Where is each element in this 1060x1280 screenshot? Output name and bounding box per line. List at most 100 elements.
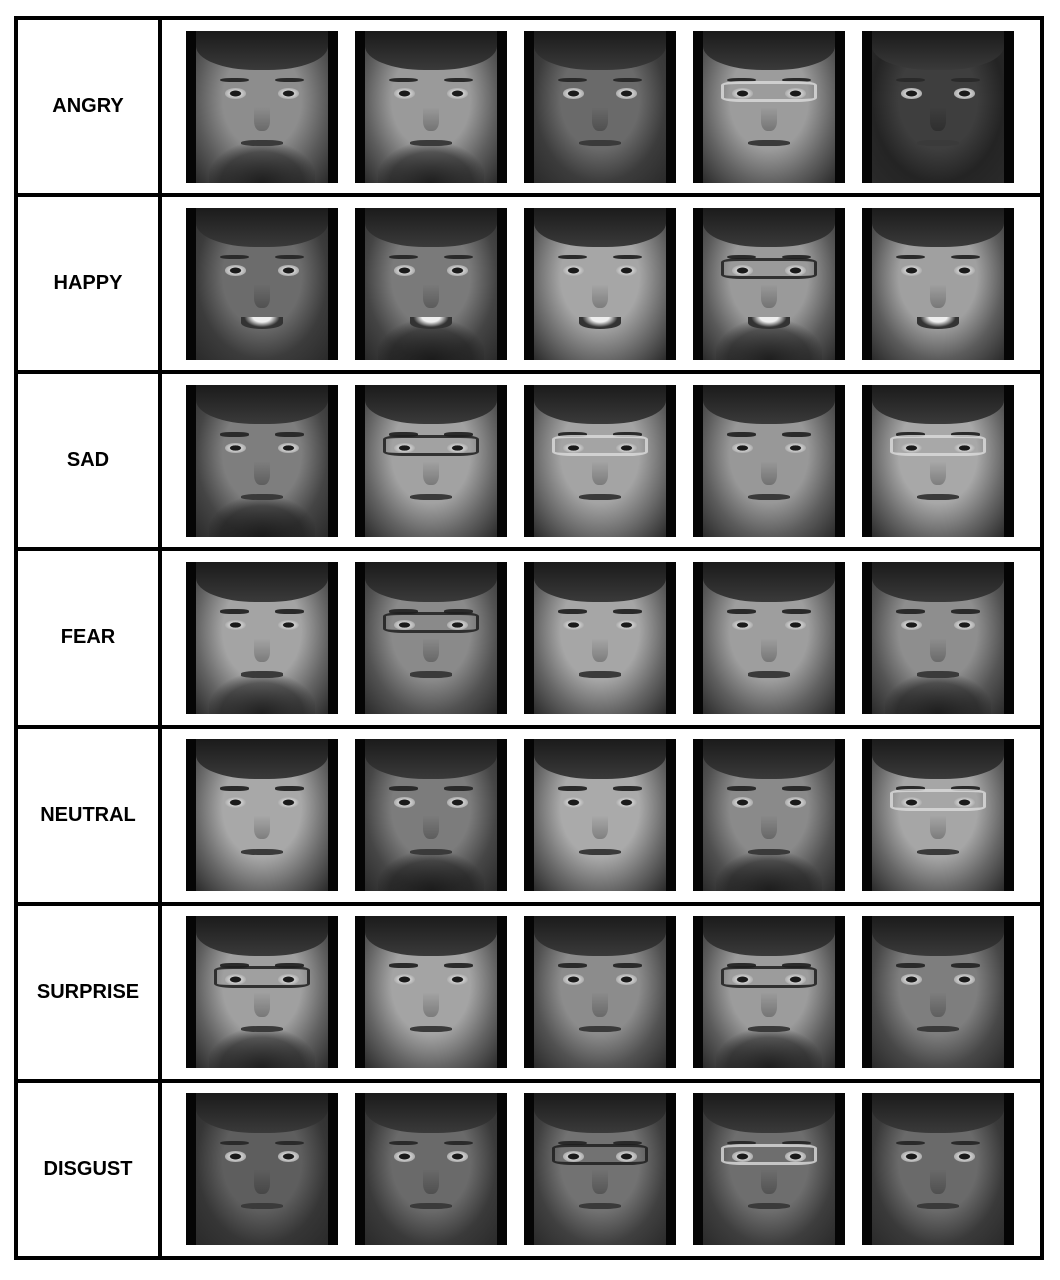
eye (901, 442, 923, 454)
face-skin (196, 739, 328, 892)
eyebrow (557, 786, 587, 791)
nose (592, 460, 608, 486)
mouth (916, 317, 960, 330)
beard (209, 1028, 315, 1069)
eyebrow (613, 77, 643, 83)
beard (716, 851, 822, 892)
eye (394, 1151, 416, 1162)
eyebrow (895, 431, 925, 437)
nose (423, 992, 439, 1017)
eye (732, 796, 754, 808)
beard (209, 674, 315, 714)
face-skin (872, 739, 1004, 892)
eyebrow (895, 1140, 925, 1146)
beard (209, 143, 315, 183)
hair (703, 384, 835, 425)
hair (872, 30, 1004, 71)
emotion-label: HAPPY (18, 197, 162, 371)
eyebrow (895, 963, 925, 968)
nose (423, 815, 439, 840)
glasses (721, 257, 817, 280)
eye (732, 265, 754, 277)
eyebrow (444, 609, 474, 614)
mouth (409, 317, 453, 330)
face-photo (862, 561, 1014, 714)
nose (592, 106, 608, 131)
mouth (409, 494, 453, 501)
eyebrow (557, 609, 587, 614)
eyebrow (275, 1140, 305, 1146)
face-skin (196, 30, 328, 183)
eye (394, 88, 416, 99)
eye (225, 1151, 247, 1162)
hair (703, 916, 835, 956)
mouth (240, 494, 284, 501)
eye (953, 265, 975, 277)
nose (761, 815, 777, 840)
hair (872, 739, 1004, 779)
nose (254, 1169, 270, 1194)
face-photo (524, 1093, 676, 1246)
emotion-label: DISGUST (18, 1082, 162, 1256)
eyebrow (388, 431, 418, 437)
nose (423, 106, 439, 131)
face-skin (872, 1093, 1004, 1246)
face-photo (693, 739, 845, 892)
face-strip (162, 906, 1040, 1079)
emotion-row: NEUTRAL (18, 728, 1040, 906)
eye (615, 619, 637, 631)
nose (761, 1169, 777, 1194)
eyebrow (613, 786, 643, 791)
nose (761, 460, 777, 486)
eyebrow (726, 786, 756, 791)
face-skin (872, 207, 1004, 360)
face-photo (862, 30, 1014, 183)
eye (225, 265, 247, 277)
emotion-row: DISGUST (18, 1082, 1040, 1256)
eyebrow (951, 786, 981, 791)
hair (196, 207, 328, 248)
eye (615, 1151, 637, 1162)
eyebrow (557, 963, 587, 968)
eyebrow (388, 1140, 418, 1146)
glasses (890, 789, 986, 811)
eye (277, 442, 299, 454)
mouth (240, 848, 284, 855)
mouth (747, 1202, 791, 1209)
hair (365, 207, 497, 248)
eye (615, 974, 637, 985)
face-photo (355, 384, 507, 537)
nose (930, 1169, 946, 1194)
hair (872, 207, 1004, 248)
mouth (747, 317, 791, 330)
eye (563, 88, 585, 99)
eye (394, 974, 416, 985)
eye (784, 796, 806, 808)
eye (953, 442, 975, 454)
eye (732, 974, 754, 985)
face-photo (693, 384, 845, 537)
eyebrow (951, 254, 981, 260)
mouth (409, 140, 453, 147)
eyebrow (388, 77, 418, 83)
eyebrow (557, 77, 587, 83)
face-skin (703, 207, 835, 360)
glasses (721, 966, 817, 988)
beard (209, 497, 315, 537)
eyebrow (951, 963, 981, 968)
emotion-label: FEAR (18, 551, 162, 725)
face-photo (355, 916, 507, 1069)
eye (394, 265, 416, 277)
eye (225, 88, 247, 99)
glasses (383, 612, 479, 634)
face-skin (534, 916, 666, 1069)
face-photo (524, 207, 676, 360)
face-photo (693, 1093, 845, 1246)
nose (592, 992, 608, 1017)
face-photo (186, 30, 338, 183)
eye (953, 796, 975, 808)
mouth (747, 494, 791, 501)
hair (534, 384, 666, 425)
eyebrow (613, 609, 643, 614)
face-skin (703, 30, 835, 183)
